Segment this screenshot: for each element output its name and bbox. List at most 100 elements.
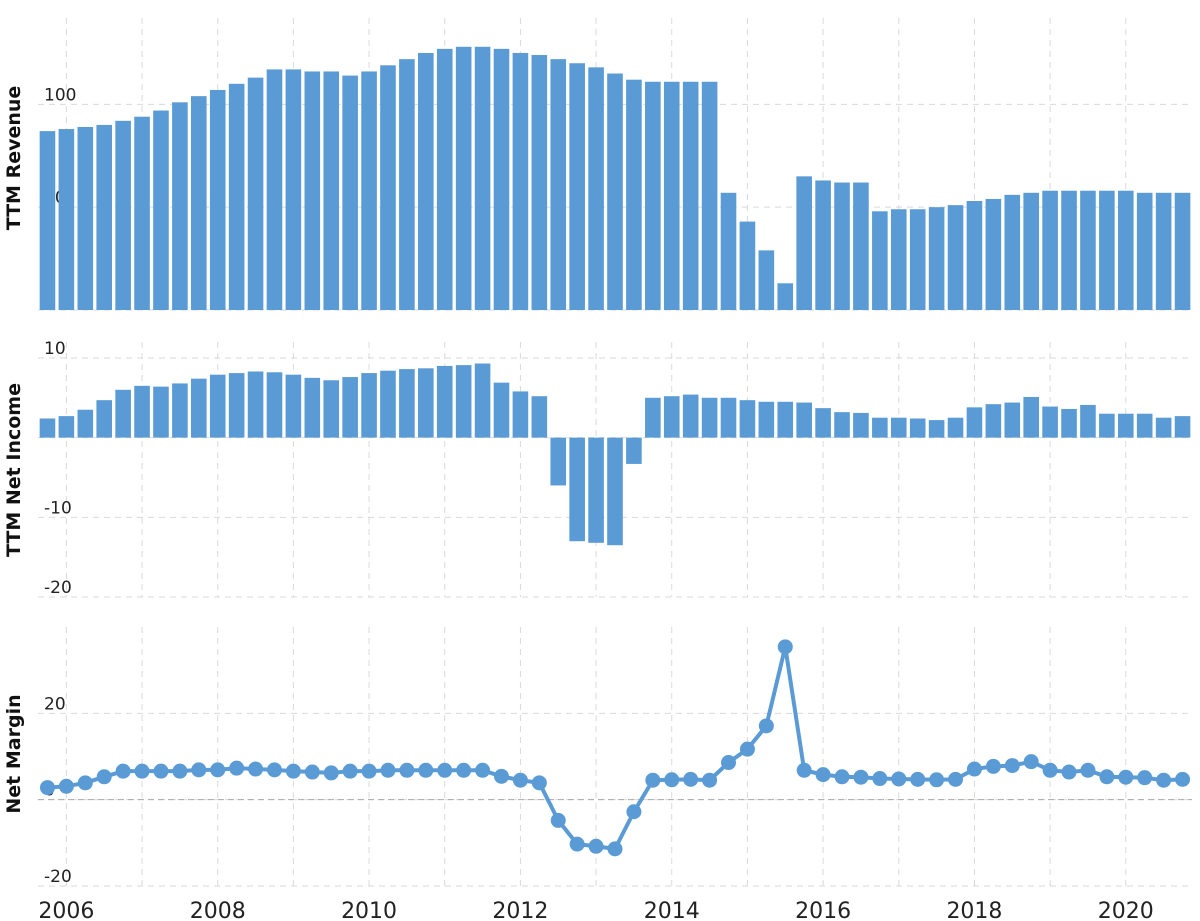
net-income-bar bbox=[569, 437, 585, 542]
revenue-bar bbox=[1099, 190, 1115, 310]
revenue-bar bbox=[436, 48, 453, 310]
net-margin-point bbox=[399, 762, 415, 778]
net-income-bar bbox=[323, 380, 340, 438]
revenue-bar bbox=[1061, 190, 1077, 310]
revenue-bar bbox=[455, 46, 472, 310]
net-income-bar bbox=[872, 417, 888, 438]
net-margin-point bbox=[607, 841, 623, 857]
net-income-bar bbox=[455, 365, 472, 438]
revenue-bar bbox=[361, 71, 377, 311]
x-tick-label: 2018 bbox=[946, 899, 1002, 921]
net-income-bars bbox=[39, 363, 1191, 546]
net-income-bar bbox=[1080, 404, 1096, 438]
revenue-bar bbox=[531, 55, 548, 311]
net-margin-point bbox=[569, 836, 585, 852]
revenue-bar bbox=[720, 192, 737, 310]
revenue-bar bbox=[1174, 192, 1191, 310]
net-income-bar bbox=[115, 389, 131, 438]
net-margin-point bbox=[834, 769, 850, 785]
revenue-bar bbox=[626, 79, 642, 310]
net-income-bar bbox=[342, 377, 358, 438]
revenue-bar bbox=[569, 63, 585, 310]
net-income-bar bbox=[39, 418, 56, 438]
net-income-bar bbox=[228, 373, 245, 438]
net-income-bar bbox=[777, 401, 794, 438]
revenue-bar bbox=[1155, 192, 1172, 310]
net-margin-point bbox=[191, 762, 207, 778]
revenue-bar bbox=[663, 81, 680, 310]
net-margin-point bbox=[380, 762, 396, 778]
revenue-bars bbox=[39, 46, 1191, 311]
net-margin-point bbox=[1042, 762, 1058, 778]
revenue-bar bbox=[512, 52, 529, 311]
net-income-bar bbox=[758, 401, 775, 438]
net-income-ytick-label: 10 bbox=[44, 339, 66, 359]
revenue-axis-label: TTM Revenue bbox=[3, 86, 25, 231]
net-margin-point bbox=[266, 762, 282, 778]
net-margin-panel: Net Margin -20020 bbox=[3, 627, 1192, 887]
revenue-bar bbox=[985, 198, 1002, 310]
x-tick-label: 2020 bbox=[1098, 899, 1154, 921]
net-income-axis-label: TTM Net Income bbox=[3, 383, 25, 557]
revenue-bar bbox=[966, 201, 983, 310]
net-margin-point bbox=[437, 762, 453, 778]
net-income-bar bbox=[890, 417, 907, 438]
revenue-bar bbox=[947, 205, 964, 310]
net-income-bar bbox=[1174, 416, 1191, 438]
net-income-bar bbox=[1042, 406, 1058, 438]
net-margin-point bbox=[1137, 770, 1153, 786]
net-income-bar bbox=[550, 437, 567, 486]
net-income-bar bbox=[285, 374, 302, 438]
revenue-bar bbox=[153, 110, 169, 310]
revenue-bar bbox=[834, 182, 850, 310]
x-tick-label: 2006 bbox=[38, 899, 94, 921]
net-income-bar bbox=[247, 371, 264, 438]
net-income-bar bbox=[418, 368, 434, 438]
revenue-bar bbox=[701, 81, 718, 310]
net-income-bar bbox=[1136, 413, 1153, 438]
net-margin-point bbox=[153, 763, 169, 779]
net-margin-point bbox=[948, 771, 964, 787]
net-margin-point bbox=[739, 741, 755, 757]
net-margin-point bbox=[588, 838, 604, 854]
revenue-bar bbox=[815, 180, 831, 310]
revenue-bar bbox=[1080, 190, 1096, 310]
net-income-bar bbox=[796, 402, 812, 438]
revenue-bar bbox=[304, 71, 321, 311]
net-income-bar bbox=[720, 397, 737, 438]
net-margin-point bbox=[210, 762, 226, 778]
net-margin-point bbox=[285, 763, 301, 779]
net-income-bar bbox=[380, 370, 396, 438]
revenue-bar bbox=[77, 126, 94, 311]
net-income-bar bbox=[682, 394, 699, 438]
net-margin-point bbox=[1099, 769, 1115, 785]
net-income-bar bbox=[191, 378, 207, 438]
net-margin-point bbox=[1061, 764, 1077, 780]
net-income-bar bbox=[531, 396, 548, 438]
revenue-bar bbox=[134, 116, 150, 310]
revenue-bar bbox=[872, 211, 888, 310]
net-income-bar bbox=[153, 386, 169, 438]
revenue-bar bbox=[1136, 192, 1153, 310]
net-income-bar bbox=[399, 369, 415, 438]
revenue-bar bbox=[550, 59, 567, 310]
net-income-bar bbox=[1004, 402, 1021, 438]
net-income-bar bbox=[493, 382, 510, 438]
x-tick-label: 2012 bbox=[492, 899, 548, 921]
net-income-panel: TTM Net Income -20-10010 bbox=[3, 339, 1192, 598]
net-margin-point bbox=[758, 718, 774, 734]
revenue-bar bbox=[247, 77, 264, 310]
net-income-bar bbox=[58, 416, 75, 438]
revenue-bar bbox=[58, 129, 75, 310]
x-tick-label: 2008 bbox=[190, 899, 246, 921]
net-income-bar bbox=[96, 400, 113, 438]
net-income-bar bbox=[928, 420, 945, 438]
net-income-bar bbox=[701, 397, 718, 438]
net-margin-axis-label: Net Margin bbox=[3, 694, 25, 813]
net-margin-point bbox=[872, 771, 888, 787]
x-tick-label: 2016 bbox=[795, 899, 851, 921]
revenue-panel: TTM Revenue 050100 bbox=[3, 18, 1192, 311]
net-margin-point bbox=[77, 775, 93, 791]
revenue-bar bbox=[418, 52, 434, 311]
